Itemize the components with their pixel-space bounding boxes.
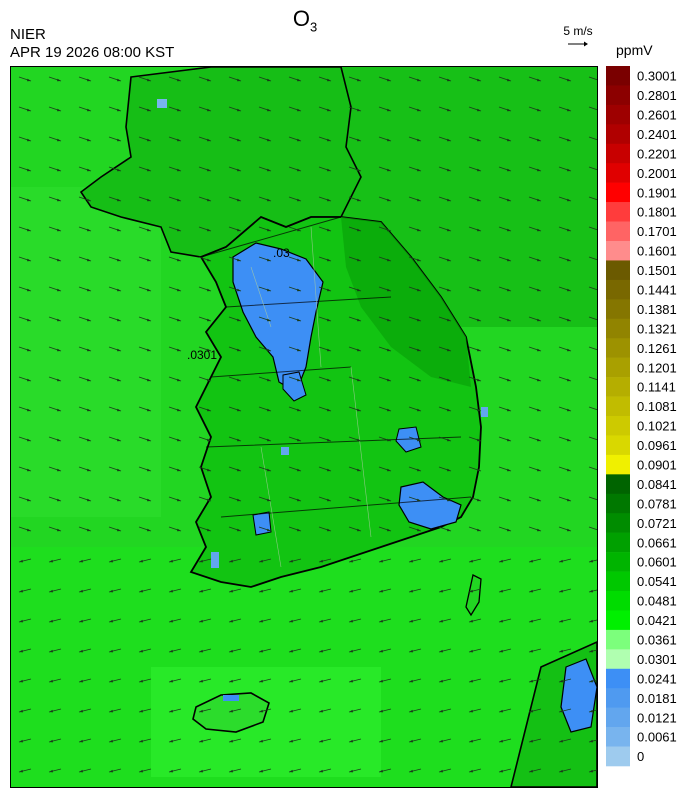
colorbar-tick-label: 0.0301 xyxy=(637,652,677,667)
wind-vectors-south xyxy=(11,537,597,787)
colorbar-tick-label: 0.2801 xyxy=(637,88,677,103)
colorbar-tick-label: 0.1601 xyxy=(637,244,677,259)
colorbar-swatch xyxy=(606,552,630,572)
colorbar-swatch xyxy=(606,299,630,320)
colorbar-swatch xyxy=(606,182,630,203)
colorbar-tick-label: 0.0721 xyxy=(637,516,677,531)
colorbar-swatch xyxy=(606,454,630,475)
colorbar-tick-label: 0.0601 xyxy=(637,555,677,570)
colorbar-tick-label: 0.1321 xyxy=(637,321,677,336)
colorbar-swatch xyxy=(606,124,630,145)
wind-reference-arrow-icon xyxy=(568,41,588,47)
colorbar-swatch xyxy=(606,104,630,125)
colorbar-tick-label: 0 xyxy=(637,749,644,764)
colorbar-tick-label: 0.0061 xyxy=(637,730,677,745)
colorbar-swatch xyxy=(606,493,630,514)
colorbar-tick-label: 0.2601 xyxy=(637,107,677,122)
agency-label: NIER xyxy=(10,26,46,43)
colorbar-tick-label: 0.1021 xyxy=(637,419,677,434)
colorbar-swatch xyxy=(606,746,630,767)
colorbar-tick-label: 0.0661 xyxy=(637,535,677,550)
colorbar-swatch xyxy=(606,629,630,650)
colorbar-swatch xyxy=(606,727,630,747)
colorbar-tick-label: 0.1141 xyxy=(637,380,676,395)
colorbar-tick-label: 0.0781 xyxy=(637,496,677,511)
colorbar-swatch xyxy=(606,668,630,689)
colorbar-swatch xyxy=(606,66,630,86)
colorbar-tick-label: 0.0121 xyxy=(637,710,677,725)
colorbar-tick-label: 0.2201 xyxy=(637,146,677,161)
colorbar-swatch xyxy=(606,163,630,183)
colorbar-swatch xyxy=(606,143,630,164)
species-name: O xyxy=(292,6,310,31)
colorbar-swatch xyxy=(606,649,630,670)
colorbar-tick-label: 0.1261 xyxy=(637,341,677,356)
colorbar-swatch xyxy=(606,610,630,631)
colorbar-swatch xyxy=(606,318,630,339)
colorbar-swatch xyxy=(606,591,630,611)
colorbar-tick-label: 0.0181 xyxy=(637,691,677,706)
colorbar-tick-label: 0.3001 xyxy=(637,69,677,84)
colorbar-swatch xyxy=(606,435,630,456)
colorbar-tick-label: 0.1381 xyxy=(637,302,677,317)
ozone-map: .03 .0301 xyxy=(10,66,598,788)
colorbar-tick-label: 0.2001 xyxy=(637,166,677,181)
colorbar-tick-label: 0.0541 xyxy=(637,574,677,589)
colorbar-swatch xyxy=(606,241,630,261)
colorbar-tick-label: 0.2401 xyxy=(637,127,677,142)
wind-vectors-north xyxy=(11,67,597,537)
colorbar-swatch xyxy=(606,85,630,106)
map-title: O3 xyxy=(0,6,610,34)
colorbar-tick-label: 0.0241 xyxy=(637,671,677,686)
colorbar-swatch xyxy=(606,707,630,728)
colorbar-swatch xyxy=(606,260,630,281)
colorbar-swatch xyxy=(606,396,630,417)
colorbar-swatch xyxy=(606,377,630,397)
colorbar-swatch xyxy=(606,688,630,708)
species-subscript: 3 xyxy=(309,19,318,35)
colorbar-tick-label: 0.1801 xyxy=(637,205,677,220)
colorbar-swatch xyxy=(606,279,630,300)
colorbar-swatch xyxy=(606,474,630,495)
contour-label: .03 xyxy=(273,246,290,260)
contour-label: .0301 xyxy=(187,348,217,362)
datetime-label: APR 19 2026 08:00 KST xyxy=(10,44,175,61)
colorbar-swatch xyxy=(606,202,630,222)
colorbar-tick-label: 0.0361 xyxy=(637,632,677,647)
colorbar-tick-label: 0.0841 xyxy=(637,477,677,492)
colorbar-tick-label: 0.1501 xyxy=(637,263,677,278)
colorbar-swatch xyxy=(606,532,630,553)
colorbar-swatch xyxy=(606,357,630,378)
colorbar-swatch xyxy=(606,571,630,592)
colorbar: 0.3001 0.2801 0.2601 0.2401 0.2201 0.2001 0.19… xyxy=(606,66,677,767)
colorbar-tick-label: 0.0901 xyxy=(637,457,677,472)
colorbar-tick-label: 0.0481 xyxy=(637,594,677,609)
colorbar-swatch xyxy=(606,221,630,242)
colorbar-tick-label: 0.1901 xyxy=(637,185,677,200)
wind-reference-label: 5 m/s xyxy=(563,24,593,38)
colorbar-tick-label: 0.1701 xyxy=(637,224,677,239)
colorbar-tick-label: 0.0961 xyxy=(637,438,677,453)
colorbar-tick-label: 0.1201 xyxy=(637,360,677,375)
colorbar-swatch xyxy=(606,513,630,533)
colorbar-tick-label: 0.1441 xyxy=(637,282,677,297)
colorbar-swatch xyxy=(606,338,630,358)
colorbar-tick-label: 0.0421 xyxy=(637,613,677,628)
colorbar-swatch xyxy=(606,416,630,436)
colorbar-tick-label: 0.1081 xyxy=(637,399,677,414)
unit-label: ppmV xyxy=(616,42,653,58)
